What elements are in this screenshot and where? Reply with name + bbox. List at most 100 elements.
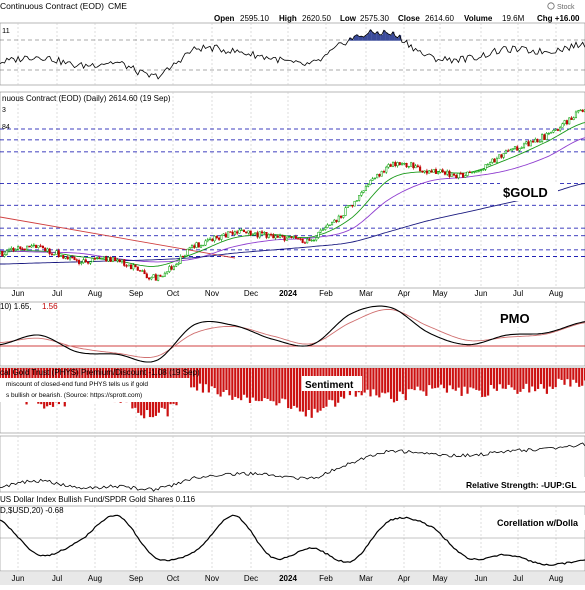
candle-body [69, 257, 71, 259]
candle-body [385, 167, 387, 172]
candle-body [480, 170, 482, 171]
discount-bar [202, 368, 204, 393]
discount-bar [416, 368, 418, 387]
discount-bar [546, 368, 548, 394]
candle-body [340, 216, 342, 217]
discount-bar [219, 368, 221, 397]
month-label: Jun [475, 289, 488, 298]
candle-body [288, 237, 290, 238]
month-label: May [432, 289, 447, 298]
candle-body [166, 272, 168, 273]
discount-bar [487, 368, 489, 396]
discount-bar [372, 368, 374, 389]
uup-gld-title: US Dollar Index Bullish Fund/SPDR Gold S… [0, 495, 196, 504]
candle-body [399, 162, 401, 164]
discount-bar [528, 368, 530, 392]
candle-body [327, 225, 329, 228]
candle-body [575, 112, 577, 118]
discount-bar [537, 368, 539, 389]
candle-body [302, 239, 304, 243]
candle-body [230, 232, 232, 233]
high-label: High [279, 14, 297, 23]
candle-body [17, 247, 19, 250]
discount-bar [311, 368, 313, 418]
candle-body [205, 241, 207, 245]
month-label: Feb [319, 289, 333, 298]
candle-body [417, 166, 419, 167]
candle-body [300, 239, 302, 240]
discount-bar [543, 368, 545, 389]
candle-body [322, 230, 324, 231]
candle-body [60, 255, 62, 256]
rsi-panel: 11 [0, 23, 585, 85]
candle-body [433, 169, 435, 172]
month-label: Oct [167, 289, 180, 298]
candle-body [184, 255, 186, 256]
discount-bar [531, 368, 533, 387]
discount-bar [552, 368, 554, 389]
chart-title: Continuous Contract (EOD) [0, 1, 104, 11]
candle-body [155, 275, 157, 281]
candle-body [286, 238, 288, 240]
candle-body [189, 247, 191, 249]
candle-body [582, 110, 584, 112]
discount-bar [281, 368, 283, 399]
candle-body [367, 185, 369, 187]
candle-body [236, 232, 238, 234]
discount-bar [505, 368, 507, 389]
candle-body [354, 201, 356, 206]
discount-bar [228, 368, 230, 395]
candle-body [51, 254, 53, 255]
candle-body [304, 243, 306, 244]
candle-body [494, 159, 496, 162]
candle-body [250, 231, 252, 235]
candle-body [577, 111, 579, 112]
candle-body [345, 208, 347, 216]
candle-body [548, 133, 550, 134]
candle-body [270, 234, 272, 235]
candle-body [162, 276, 164, 277]
discount-bar [452, 368, 454, 389]
candle-body [273, 235, 275, 238]
candle-body [291, 237, 293, 238]
candle-body [20, 247, 22, 249]
candle-body [374, 178, 376, 179]
candle-body [160, 275, 162, 276]
candle-body [243, 230, 245, 232]
discount-bar [569, 368, 571, 387]
candle-body [137, 267, 139, 271]
candle-body [528, 142, 530, 146]
candle-body [157, 275, 159, 280]
candle-body [277, 236, 279, 237]
candle-body [544, 135, 546, 140]
candle-body [29, 246, 31, 247]
candle-body [516, 147, 518, 151]
candle-body [62, 255, 64, 258]
discount-bar [516, 368, 518, 394]
candle-body [128, 265, 130, 266]
candle-body [347, 205, 349, 207]
discount-bar [378, 368, 380, 397]
exchange-label: CME [108, 1, 127, 11]
discount-bar [566, 368, 568, 379]
month-label: Oct [167, 574, 180, 583]
candle-body [498, 155, 500, 159]
candle-body [132, 265, 134, 269]
discount-bar [563, 368, 565, 385]
discount-bar [578, 368, 580, 387]
month-label: Jul [513, 574, 523, 583]
candle-body [83, 260, 85, 263]
candle-body [309, 239, 311, 240]
discount-bar [449, 368, 451, 385]
candle-body [67, 257, 69, 259]
price-ticker-tag: $GOLD [503, 185, 548, 200]
discount-bar [443, 368, 445, 388]
candle-body [214, 236, 216, 241]
discount-bar [387, 368, 389, 392]
month-label: Jun [475, 574, 488, 583]
correlation-panel: US Dollar Index Bullish Fund/SPDR Gold S… [0, 495, 585, 571]
candle-body [343, 216, 345, 218]
candle-body [501, 155, 503, 158]
candle-body [537, 139, 539, 142]
candle-body [455, 175, 457, 178]
